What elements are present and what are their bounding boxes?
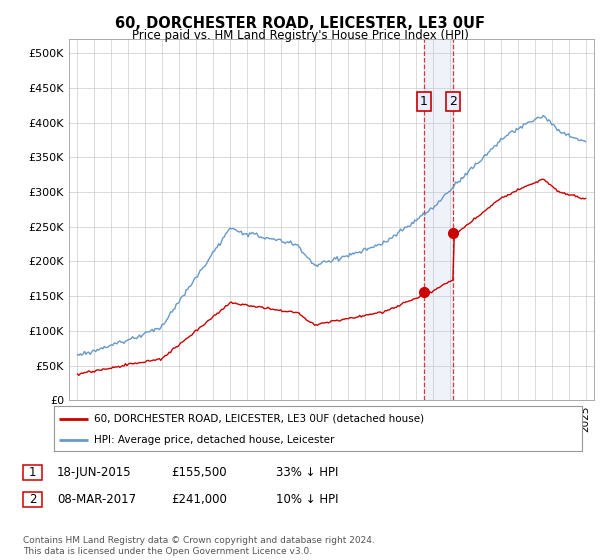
Text: 1: 1: [29, 466, 36, 479]
Text: 18-JUN-2015: 18-JUN-2015: [57, 466, 131, 479]
Bar: [424, 39, 453, 400]
Text: 33% ↓ HPI: 33% ↓ HPI: [276, 466, 338, 479]
Text: HPI: Average price, detached house, Leicester: HPI: Average price, detached house, Leic…: [94, 435, 334, 445]
Text: 2: 2: [29, 493, 36, 506]
Text: Price paid vs. HM Land Registry's House Price Index (HPI): Price paid vs. HM Land Registry's House …: [131, 29, 469, 42]
Text: 1: 1: [420, 95, 428, 108]
Text: 60, DORCHESTER ROAD, LEICESTER, LE3 0UF: 60, DORCHESTER ROAD, LEICESTER, LE3 0UF: [115, 16, 485, 31]
Text: 10% ↓ HPI: 10% ↓ HPI: [276, 493, 338, 506]
Text: 08-MAR-2017: 08-MAR-2017: [57, 493, 136, 506]
Text: Contains HM Land Registry data © Crown copyright and database right 2024.
This d: Contains HM Land Registry data © Crown c…: [23, 536, 374, 556]
Text: £155,500: £155,500: [171, 466, 227, 479]
Text: £241,000: £241,000: [171, 493, 227, 506]
Text: 2: 2: [449, 95, 457, 108]
Text: 60, DORCHESTER ROAD, LEICESTER, LE3 0UF (detached house): 60, DORCHESTER ROAD, LEICESTER, LE3 0UF …: [94, 413, 424, 423]
